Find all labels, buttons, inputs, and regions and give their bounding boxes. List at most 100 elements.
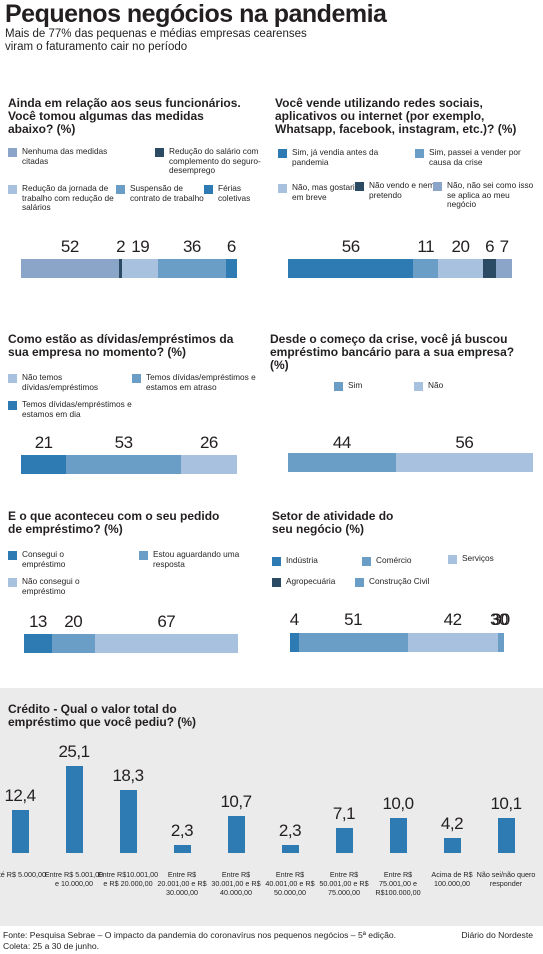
bar-segment	[51, 634, 95, 653]
legend-item: Suspensão de contrato de trabalho	[116, 183, 205, 203]
value-label: 42	[443, 610, 462, 629]
value-label: 4,2	[440, 814, 464, 834]
bar-segment	[158, 259, 226, 278]
legend-swatch	[132, 374, 141, 383]
legend-item: Não temos dívidas/empréstimos	[8, 372, 122, 392]
value-label: 13	[28, 612, 47, 631]
legend-swatch	[433, 182, 442, 191]
credit-bar	[497, 817, 515, 853]
legend-swatch	[355, 182, 364, 191]
value-label: 26	[199, 433, 218, 452]
chart-title: E o que aconteceu com o seu pedido de em…	[8, 509, 220, 536]
legend-swatch	[414, 382, 423, 391]
stacked-bar	[21, 259, 237, 278]
value-label: 21	[34, 433, 53, 452]
bar-segment	[497, 633, 504, 652]
legend-swatch	[272, 557, 281, 566]
value-label: 30	[491, 610, 510, 629]
value-label: 11	[417, 237, 435, 256]
value-label: 20	[451, 237, 470, 256]
stacked-bar	[24, 634, 238, 653]
legend-swatch	[8, 578, 17, 587]
value-label: 10,1	[490, 793, 522, 813]
bar-segment	[180, 455, 237, 474]
bar-segment	[66, 455, 181, 474]
value-label: 56	[341, 237, 360, 256]
legend-item: Indústria	[272, 555, 356, 566]
category-label: Acima de R$ 100.000,00	[431, 870, 473, 888]
category-label: Entre R$10.001,00 e R$ 20.000,00	[97, 870, 159, 888]
legend-swatch	[8, 185, 17, 194]
footer-publisher: Diário do Nordeste	[461, 930, 533, 940]
legend-item: Agropecuária	[272, 576, 366, 587]
category-label: Entre R$ 30.001,00 e R$ 40.000,00	[211, 870, 261, 897]
value-label: 6	[485, 237, 495, 256]
legend-item: Sim, já vendia antes da pandemia	[278, 147, 397, 167]
stacked-bar	[288, 259, 512, 278]
legend-item: Não	[414, 380, 478, 391]
legend-item: Estou aguardando uma resposta	[139, 549, 253, 569]
category-label: Entre R$ 5.001,00 e 10.000,00	[44, 870, 104, 888]
chart-setor: Setor de atividade do seu negócio (%) In…	[272, 510, 537, 660]
credit-bar	[335, 828, 353, 853]
bar-segment	[21, 259, 119, 278]
chart-title: Como estão as dívidas/empréstimos da sua…	[8, 332, 234, 359]
credit-bar	[119, 789, 137, 853]
legend-item: Nenhuma das medidas citadas	[8, 146, 122, 166]
chart-title: Setor de atividade do seu negócio (%)	[272, 509, 394, 536]
chart-title: Você vende utilizando redes sociais, apl…	[275, 96, 517, 136]
legend-item: Comércio	[362, 555, 446, 566]
legend-item: Não, mas gostaria em breve	[278, 182, 362, 202]
legend-item: Não consegui o empréstimo	[8, 576, 102, 596]
value-label: 36	[182, 237, 201, 256]
bar-segment	[24, 634, 52, 653]
value-label: 12,4	[4, 786, 36, 806]
legend-swatch	[334, 382, 343, 391]
value-label: 44	[332, 433, 351, 452]
value-label: 67	[157, 612, 176, 631]
bar-segment	[288, 259, 414, 278]
legend-swatch	[355, 578, 364, 587]
chart-funcionarios: Ainda em relação aos seus funcionários. …	[8, 97, 263, 292]
credit-bar	[227, 815, 245, 853]
legend-item: Construção Civil	[355, 576, 469, 587]
value-label: 7,1	[332, 804, 356, 824]
credit-bar	[11, 810, 29, 853]
legend-item: Temos dívidas/empréstimos e estamos em d…	[8, 399, 142, 419]
legend-swatch	[448, 555, 457, 564]
value-label: 10,7	[220, 791, 252, 811]
legend-swatch	[278, 184, 287, 193]
chart-emprestimo-bancario: Desde o começo da crise, você já buscou …	[270, 333, 537, 478]
bar-segment	[482, 259, 497, 278]
legend-swatch	[8, 148, 17, 157]
legend-item: Sim	[334, 380, 398, 391]
bar-segment	[496, 259, 512, 278]
legend-item: Redução do salário com complemento do se…	[155, 146, 279, 176]
value-label: 6	[226, 237, 236, 256]
value-label: 30	[490, 610, 508, 629]
category-label: Entre R$ 75.001,00 e R$100.000,00	[375, 870, 421, 897]
category-label: Entre R$ 20.001,00 e R$ 30.000,00	[157, 870, 207, 897]
credit-bar	[443, 838, 461, 853]
credit-bar	[389, 818, 407, 853]
stacked-bar	[21, 455, 237, 474]
value-label: 2,3	[278, 821, 302, 841]
bar-segment	[118, 259, 123, 278]
value-label: 2,3	[170, 821, 194, 841]
bar-segment	[407, 633, 498, 652]
chart-credito: Crédito - Qual o valor total do emprésti…	[0, 688, 543, 926]
value-label: 7	[499, 237, 509, 256]
bar-segment	[122, 259, 159, 278]
legend-item: Redução da jornada de trabalho com reduç…	[8, 183, 122, 213]
bar-segment	[290, 633, 299, 652]
value-label: 4	[289, 610, 299, 629]
value-label: 18,3	[112, 765, 144, 785]
chart-redes-sociais: Você vende utilizando redes sociais, apl…	[275, 97, 537, 292]
legend-swatch	[139, 551, 148, 560]
legend-swatch	[8, 551, 17, 560]
bar-segment	[298, 633, 408, 652]
page-subtitle: Mais de 77% das pequenas e médias empres…	[5, 28, 307, 53]
legend-item: Não vendo e nem pretendo	[355, 180, 441, 200]
credit-bar	[65, 766, 83, 853]
legend-swatch	[8, 401, 17, 410]
